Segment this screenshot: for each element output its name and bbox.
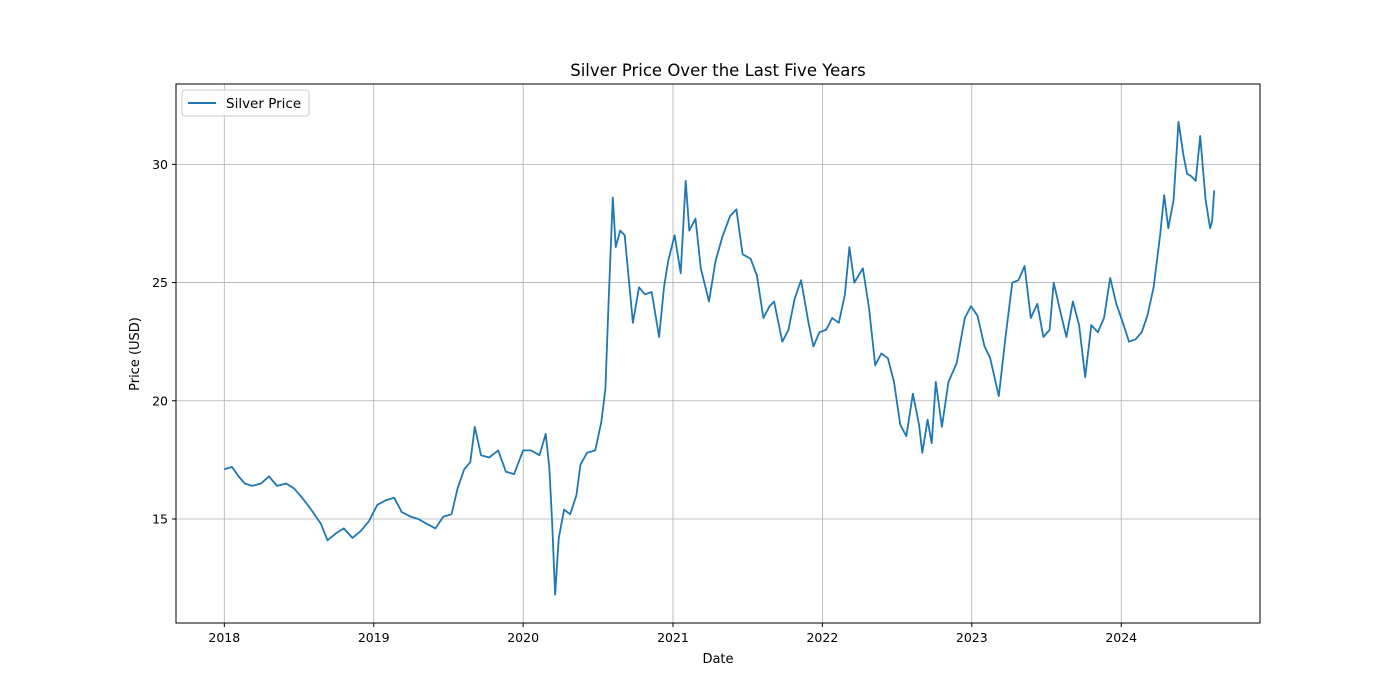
y-axis-ticks: 15 20 25 30 xyxy=(152,157,176,526)
y-tick-label: 25 xyxy=(152,275,168,290)
x-tick-label: 2018 xyxy=(208,630,240,645)
y-axis-label: Price (USD) xyxy=(128,317,143,391)
x-tick-label: 2023 xyxy=(956,630,988,645)
y-tick-label: 15 xyxy=(152,511,168,526)
x-tick-label: 2021 xyxy=(657,630,689,645)
plot-area-frame xyxy=(175,83,1261,624)
y-tick-label: 30 xyxy=(152,157,168,172)
gridlines xyxy=(176,84,1260,623)
series-line-silver-price xyxy=(224,120,1216,596)
legend: Silver Price xyxy=(181,89,310,117)
legend-box xyxy=(181,89,310,117)
y-tick-label: 20 xyxy=(152,393,168,408)
x-tick-label: 2020 xyxy=(507,630,539,645)
x-tick-label: 2019 xyxy=(358,630,390,645)
x-axis-ticks: 2018 2019 2020 2021 2022 2023 2024 xyxy=(208,623,1137,645)
x-tick-label: 2024 xyxy=(1105,630,1137,645)
series-group xyxy=(224,120,1216,596)
x-tick-label: 2022 xyxy=(806,630,838,645)
legend-label-silver-price: Silver Price xyxy=(226,96,301,112)
x-axis-label: Date xyxy=(702,652,733,667)
chart-title: Silver Price Over the Last Five Years xyxy=(570,61,866,80)
